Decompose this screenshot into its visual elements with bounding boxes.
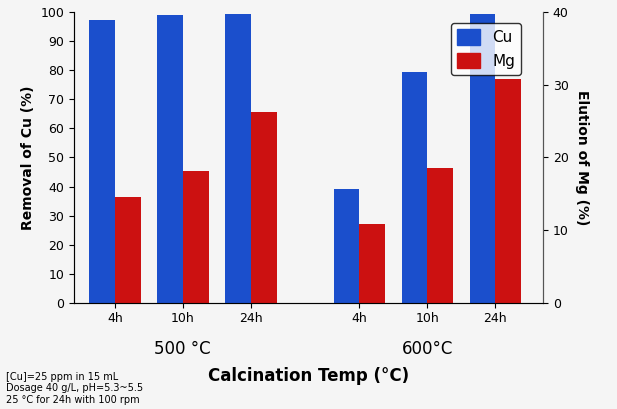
Bar (89, 20, 115, 303)
Bar (402, 72, 428, 303)
Bar (251, 112, 276, 303)
Y-axis label: Elution of Mg (%): Elution of Mg (%) (576, 90, 589, 225)
Bar (495, 79, 521, 303)
Bar (183, 171, 209, 303)
Legend: Cu, Mg: Cu, Mg (451, 23, 521, 75)
Text: 600°C: 600°C (402, 340, 453, 358)
Text: Calcination Temp (°C): Calcination Temp (°C) (208, 366, 409, 384)
Bar (428, 168, 453, 303)
Bar (115, 198, 141, 303)
Bar (360, 224, 385, 303)
Bar (334, 189, 360, 303)
Text: 500 °C: 500 °C (154, 340, 211, 358)
Bar (225, 14, 251, 303)
Y-axis label: Removal of Cu (%): Removal of Cu (%) (21, 85, 35, 230)
Bar (157, 15, 183, 303)
Text: [Cu]=25 ppm in 15 mL
Dosage 40 g/L, pH=5.3~5.5
25 °C for 24h with 100 rpm: [Cu]=25 ppm in 15 mL Dosage 40 g/L, pH=5… (6, 372, 143, 405)
Bar (470, 14, 495, 303)
